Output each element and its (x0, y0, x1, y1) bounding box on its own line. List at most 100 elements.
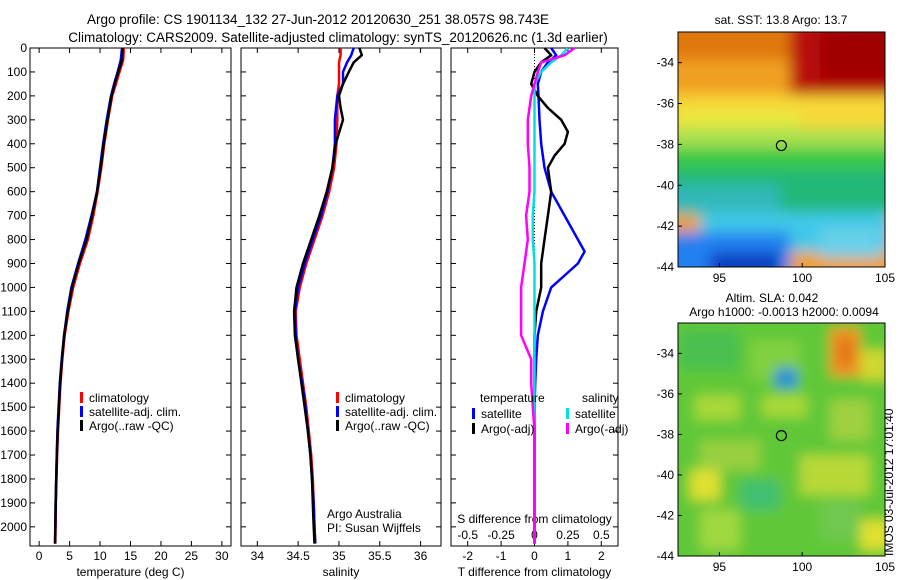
sla_map-ytick-label: -40 (657, 468, 675, 482)
salinity-legend-label: satellite-adj. clim. (345, 405, 437, 419)
sla_map-ytick-label: -44 (657, 549, 675, 563)
depth-tick-label: 1100 (1, 304, 27, 318)
sst-map-axes: 95 100 105 -34 -36 -38 -40 -42 -44 (657, 56, 896, 285)
difference-legend-swatch (472, 408, 475, 419)
salinity-xtick-label: 35 (332, 549, 346, 563)
temperature-xtick-label: 25 (185, 549, 199, 563)
temperature-xtick-label: 20 (154, 549, 168, 563)
depth-tick-label: 300 (7, 113, 27, 127)
depth-tick-label: 400 (7, 137, 27, 151)
depth-tick-label: 0 (20, 41, 27, 55)
salinity-diff-tick-label: 0.25 (556, 528, 580, 542)
difference-legend-label: satellite (575, 407, 616, 421)
difference-legend-title: temperature (480, 391, 545, 405)
depth-tick-label: 1200 (0, 328, 27, 342)
sst_map-xtick-label: 100 (792, 271, 812, 285)
temperature-line-red (54, 48, 126, 544)
depth-tick-label: 600 (7, 185, 27, 199)
difference-xtick-label: 0 (531, 549, 538, 563)
difference-xtick-label: -1 (496, 549, 507, 563)
difference-legend-title: salinity (582, 391, 619, 405)
sla_map-xtick-label: 105 (875, 560, 895, 574)
salinity-legend-label: Argo(..raw -QC) (345, 419, 430, 433)
difference-line-magenta (519, 48, 576, 544)
sst_map-ytick-label: -34 (657, 56, 675, 70)
difference-legend-label: Argo(-adj) (481, 422, 534, 436)
sst_map-xtick-label: 105 (875, 271, 895, 285)
depth-tick-label: 2000 (0, 520, 27, 534)
sst-map-argo-marker (775, 139, 787, 152)
difference-legend-swatch (566, 423, 569, 434)
salinity-diff-tick-label: 0.5 (593, 528, 610, 542)
difference-xtick-label: 2 (598, 549, 605, 563)
depth-tick-label: 1800 (0, 472, 27, 486)
difference-xtick-label: -2 (462, 549, 473, 563)
temperature-line-black (53, 48, 124, 544)
temperature-series (53, 48, 126, 544)
salinity-xtick-label: 34.5 (286, 549, 310, 563)
sla_map-ytick-label: -38 (657, 427, 675, 441)
depth-tick-label: 1300 (0, 352, 27, 366)
depth-tick-label: 1900 (0, 496, 27, 510)
sst_map-ytick-label: -44 (657, 260, 675, 274)
difference-legend-swatch (566, 408, 569, 419)
difference-xtick-label: 1 (565, 549, 572, 563)
salinity-legend-swatch (336, 392, 339, 403)
temperature-line-blue (53, 48, 124, 544)
salinity-annotation: Argo Australia (327, 507, 402, 521)
sst-map: 95 100 105 -34 -36 -38 -40 -42 -44 sat. SST: 13.… (657, 13, 896, 285)
depth-tick-label: 900 (7, 256, 27, 270)
temperature-legend-swatch (80, 392, 83, 403)
figure-subtitle: Climatology: CARS2009. Satellite-adjuste… (68, 30, 608, 45)
depth-tick-label: 1000 (0, 280, 27, 294)
salinity-diff-tick-label: -0.5 (457, 528, 478, 542)
sla-map-axes: 95 100 105 -34 -36 -38 -40 -42 -44 (657, 346, 896, 574)
difference-xlabel: T difference from climatology (458, 565, 612, 579)
imos-timestamp: IMOS 03-Jul-2012 17:01:40 (882, 408, 896, 556)
depth-tick-label: 1600 (0, 424, 27, 438)
salinity-line-black (292, 48, 364, 544)
depth-tick-label: 700 (7, 209, 27, 223)
difference-line-blue (533, 48, 586, 544)
salinity-legend-label: climatology (345, 391, 405, 405)
salinity-xtick-label: 36 (414, 549, 428, 563)
difference-legend-swatch (472, 423, 475, 434)
sla_map-ytick-label: -36 (657, 387, 675, 401)
sla_map-xtick-label: 100 (792, 560, 812, 574)
sla_map-xtick-label: 95 (713, 560, 727, 574)
temperature-xtick-label: 0 (36, 549, 43, 563)
sst_map-ytick-label: -40 (657, 178, 675, 192)
depth-tick-label: 1700 (0, 448, 27, 462)
salinity-diff-tick-label: -0.25 (487, 528, 515, 542)
sst_map-ytick-label: -42 (657, 219, 675, 233)
sst_map-ytick-label: -38 (657, 137, 675, 151)
temperature-xtick-label: 10 (93, 549, 107, 563)
difference-series (519, 48, 586, 544)
depth-tick-label: 200 (7, 89, 27, 103)
depth-tick-label: 1500 (0, 400, 27, 414)
sla_map-ytick-label: -42 (657, 508, 675, 522)
temperature-legend-label: satellite-adj. clim. (89, 405, 181, 419)
temperature-legend-label: climatology (89, 391, 149, 405)
salinity-annotation: PI: Susan Wijffels (327, 521, 421, 535)
depth-tick-label: 1400 (0, 376, 27, 390)
sla_map-ytick-label: -34 (657, 346, 675, 360)
temperature-xtick-label: 15 (124, 549, 138, 563)
sla-map-argo-marker (775, 429, 787, 442)
difference-legend-label: satellite (481, 407, 522, 421)
salinity-legend-swatch (336, 406, 339, 417)
salinity-legend-swatch (336, 420, 339, 431)
salinity-xtick-label: 35.5 (368, 549, 392, 563)
salinity-line-blue (293, 48, 355, 544)
temperature-xtick-label: 5 (66, 549, 73, 563)
sla-map-title-2: Argo h1000: -0.0013 h2000: 0.0094 (689, 305, 879, 319)
sst-map-title: sat. SST: 13.8 Argo: 13.7 (715, 13, 848, 27)
depth-tick-label: 800 (7, 233, 27, 247)
difference-legend-label: Argo(-adj) (575, 422, 628, 436)
sla-map: 95 100 105 -34 -36 -38 -40 -42 -44 Altim. SLA: 0… (657, 291, 896, 574)
temperature-xlabel: temperature (deg C) (76, 565, 184, 579)
temperature-xtick-label: 30 (215, 549, 229, 563)
salinity-xlabel: salinity (323, 565, 360, 579)
